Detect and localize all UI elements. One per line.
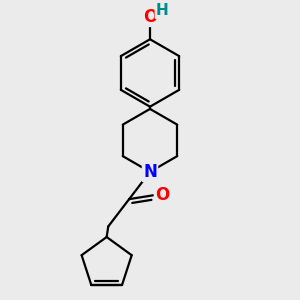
- Text: H: H: [156, 3, 169, 18]
- Text: N: N: [143, 163, 157, 181]
- Text: O: O: [155, 186, 169, 204]
- Text: O: O: [143, 8, 157, 26]
